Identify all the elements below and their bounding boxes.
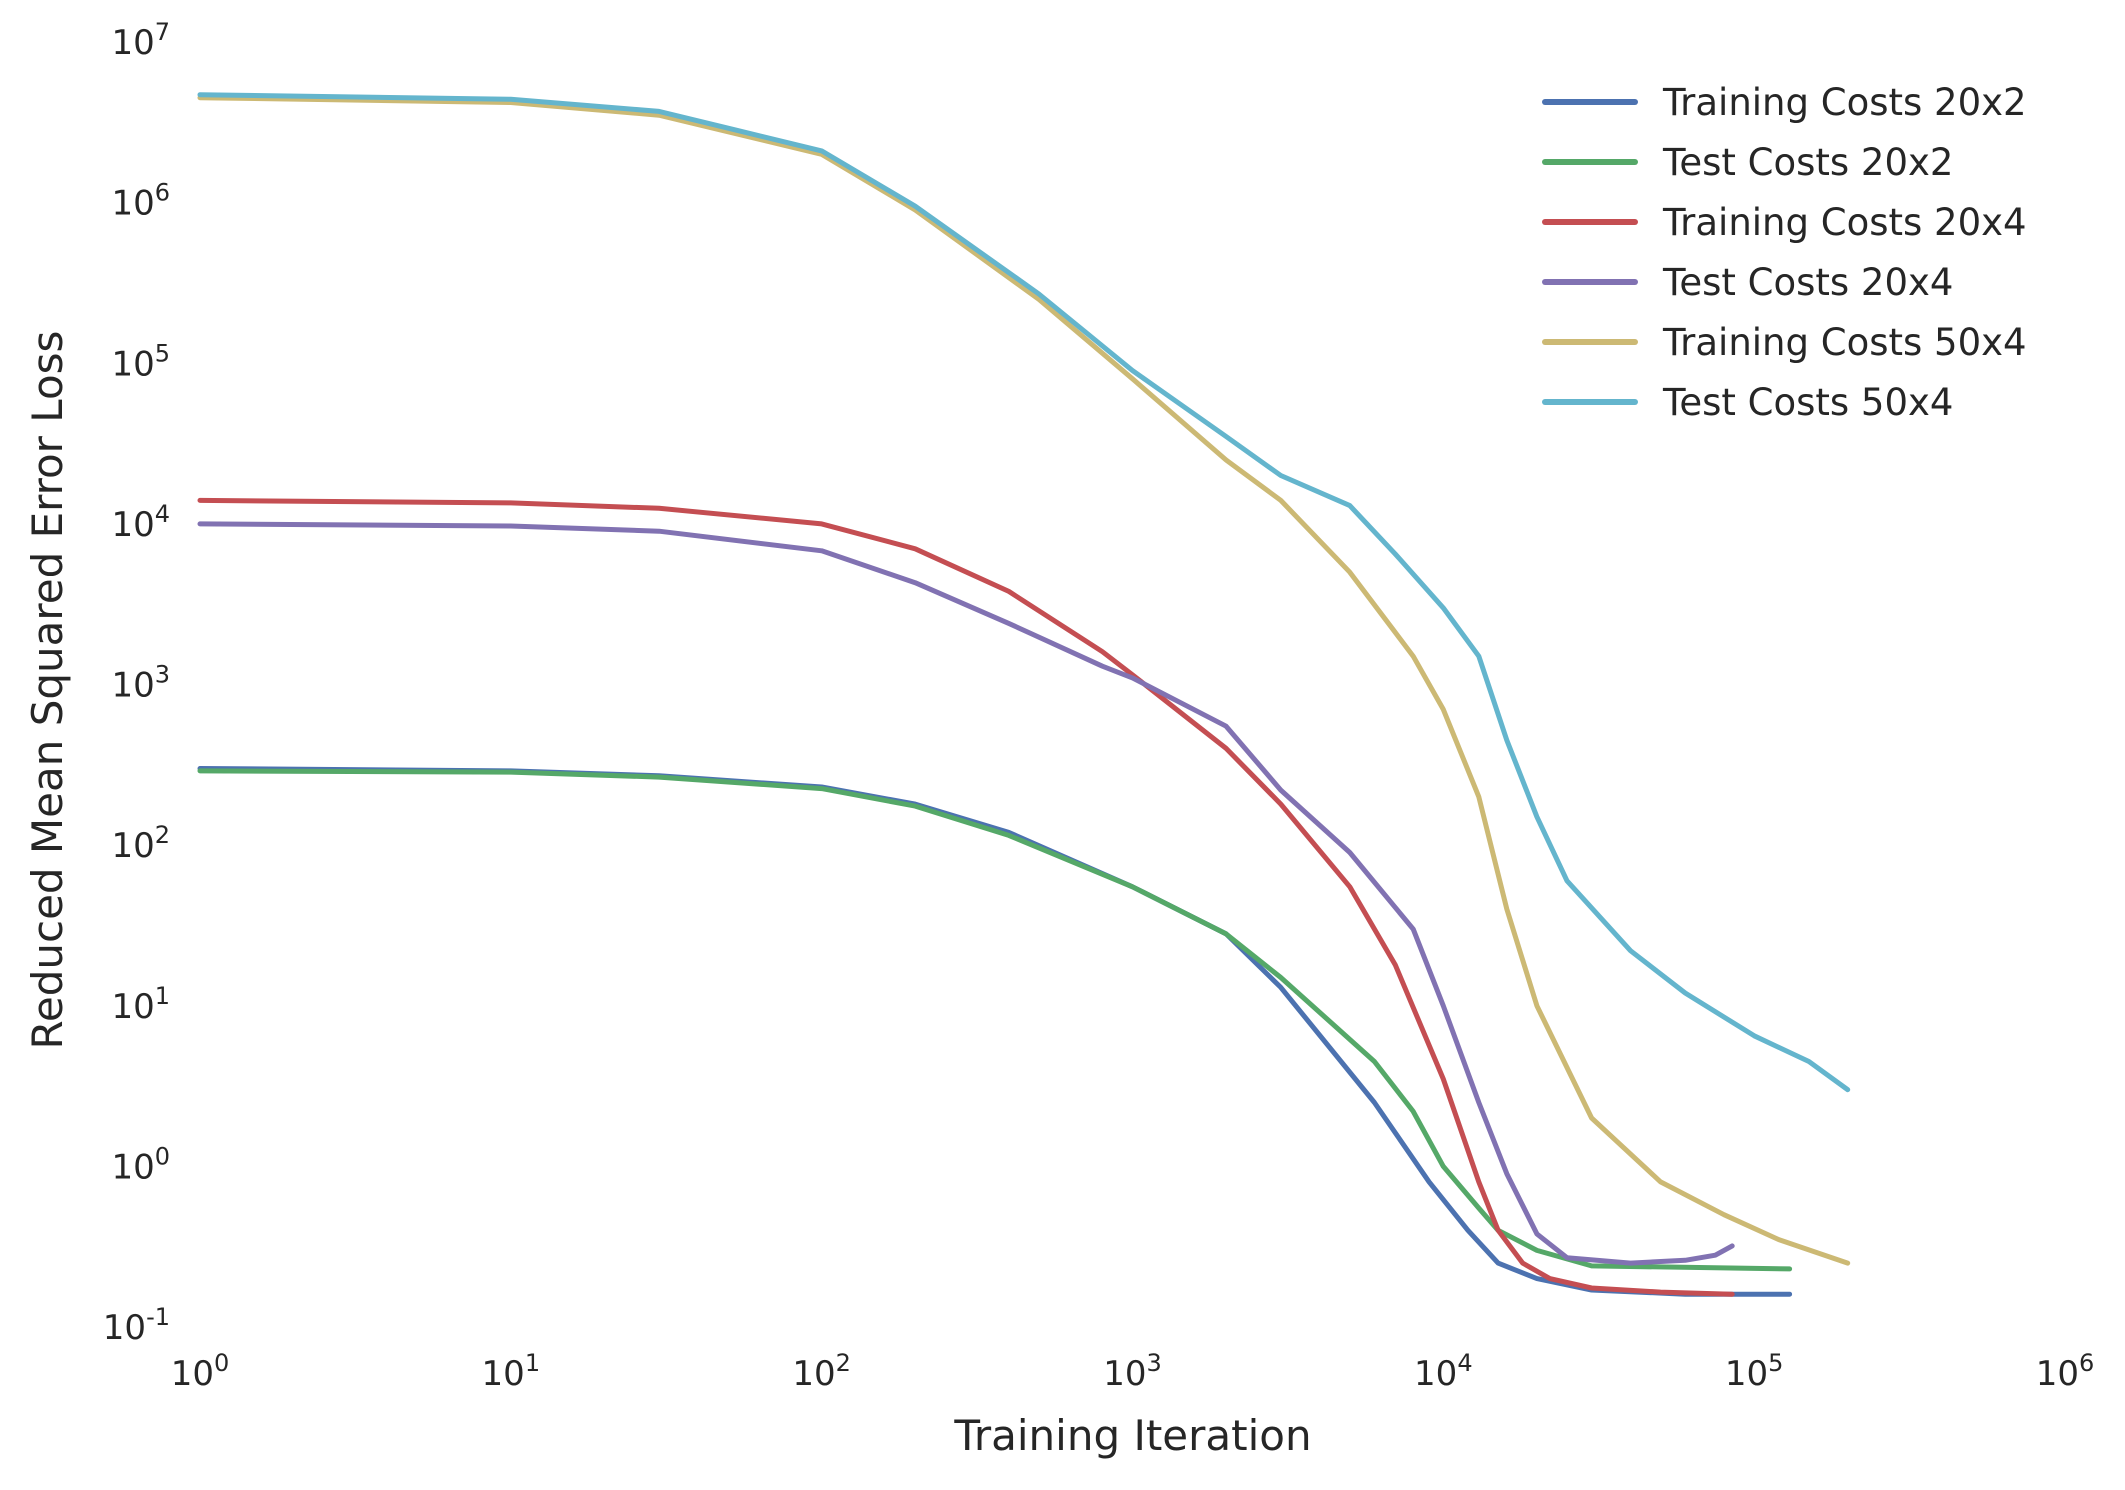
y-tick-label: 100 — [111, 1142, 170, 1187]
x-tick-labels: 100 101 102 103 104 105 106 — [171, 1349, 2095, 1394]
legend-label-training-costs-20x4: Training Costs 20x4 — [1662, 201, 2027, 244]
y-tick-label: 103 — [111, 661, 170, 706]
series-line-training-costs-50x4 — [197, 95, 1851, 1266]
x-tick-label: 100 — [171, 1349, 230, 1394]
x-tick-label: 101 — [482, 1349, 541, 1394]
x-tick-label: 102 — [792, 1349, 851, 1394]
series-line-test-costs-20x2 — [197, 768, 1793, 1272]
x-axis-label: Training Iteration — [953, 1411, 1311, 1460]
x-tick-label: 106 — [2036, 1349, 2095, 1394]
series-line-test-costs-50x4 — [197, 92, 1851, 1093]
x-tick-label: 105 — [1725, 1349, 1784, 1394]
series-line-training-costs-20x4 — [197, 497, 1735, 1297]
y-tick-label: 107 — [111, 18, 170, 63]
y-tick-label: 102 — [111, 821, 170, 866]
y-tick-label: 105 — [111, 339, 170, 384]
legend-label-test-costs-50x4: Test Costs 50x4 — [1662, 381, 1953, 424]
y-tick-label: 101 — [111, 982, 170, 1027]
x-tick-label: 104 — [1414, 1349, 1473, 1394]
y-axis-label: Reduced Mean Squared Error Loss — [23, 331, 72, 1050]
plot-lines — [197, 92, 1851, 1297]
legend: Training Costs 20x2 Test Costs 20x2 Traini… — [1542, 81, 2027, 424]
y-tick-label: 10-1 — [103, 1303, 170, 1348]
y-tick-labels: 10-1 100 101 102 103 104 105 106 107 — [103, 18, 170, 1348]
legend-label-test-costs-20x4: Test Costs 20x4 — [1662, 261, 1953, 304]
legend-label-training-costs-20x2: Training Costs 20x2 — [1662, 81, 2027, 124]
series-line-test-costs-20x4 — [197, 521, 1735, 1266]
legend-label-training-costs-50x4: Training Costs 50x4 — [1662, 321, 2027, 364]
y-tick-label: 106 — [111, 179, 170, 224]
y-tick-label: 104 — [111, 500, 170, 545]
legend-label-test-costs-20x2: Test Costs 20x2 — [1662, 141, 1953, 184]
x-tick-label: 103 — [1103, 1349, 1162, 1394]
